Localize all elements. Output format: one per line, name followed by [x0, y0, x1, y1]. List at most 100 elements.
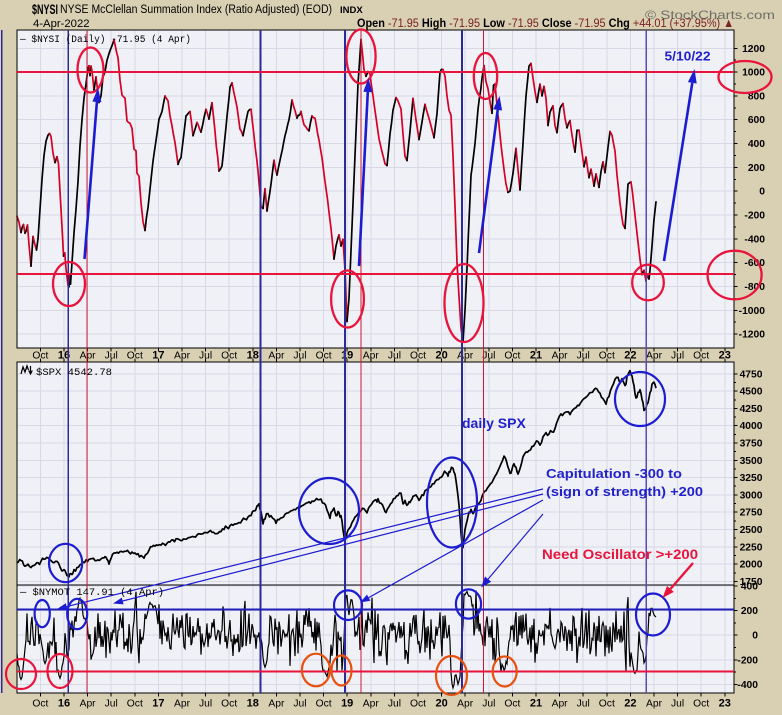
svg-text:-400: -400	[737, 680, 758, 691]
svg-text:— $NYMOT 147.91 (4 Apr): — $NYMOT 147.91 (4 Apr)	[19, 587, 164, 599]
svg-text:Jul: Jul	[199, 351, 212, 362]
svg-text:4500: 4500	[740, 387, 763, 398]
svg-text:Oct: Oct	[504, 351, 520, 362]
svg-text:Apr: Apr	[268, 351, 285, 362]
svg-text:3500: 3500	[740, 456, 763, 467]
svg-text:Apr: Apr	[552, 351, 569, 362]
svg-text:Apr: Apr	[646, 351, 663, 362]
svg-text:1000: 1000	[742, 68, 765, 79]
svg-text:Apr: Apr	[457, 351, 474, 362]
svg-text:0: 0	[752, 631, 758, 642]
svg-text:18: 18	[247, 698, 259, 710]
svg-text:(sign of strength) +200: (sign of strength) +200	[546, 484, 703, 499]
svg-text:Oct: Oct	[693, 351, 709, 362]
svg-text:Jul: Jul	[105, 351, 118, 362]
svg-text:Oct: Oct	[221, 699, 237, 710]
svg-text:600: 600	[748, 115, 765, 126]
svg-text:© StockCharts.com: © StockCharts.com	[645, 8, 775, 22]
svg-text:20: 20	[435, 698, 447, 710]
svg-text:23: 23	[719, 350, 731, 362]
svg-text:INDX: INDX	[340, 5, 363, 16]
svg-text:Oct: Oct	[504, 699, 520, 710]
svg-text:-600: -600	[744, 258, 765, 269]
svg-text:16: 16	[58, 350, 70, 362]
svg-text:Oct: Oct	[599, 351, 615, 362]
svg-text:Oct: Oct	[316, 351, 332, 362]
svg-text:Jul: Jul	[482, 351, 495, 362]
svg-text:23: 23	[719, 698, 731, 710]
svg-text:Apr: Apr	[80, 351, 97, 362]
svg-text:Oct: Oct	[32, 699, 48, 710]
svg-text:0: 0	[759, 187, 765, 198]
svg-text:Jul: Jul	[388, 351, 401, 362]
svg-text:Apr: Apr	[80, 699, 97, 710]
svg-text:— $NYSI (Daily) -71.95 (4 Apr): — $NYSI (Daily) -71.95 (4 Apr)	[19, 34, 191, 46]
svg-text:3750: 3750	[740, 439, 763, 450]
svg-text:4-Apr-2022: 4-Apr-2022	[33, 18, 90, 30]
svg-text:21: 21	[530, 698, 542, 710]
svg-text:2000: 2000	[740, 560, 763, 571]
svg-text:400: 400	[748, 139, 765, 150]
svg-text:Oct: Oct	[410, 699, 426, 710]
svg-text:16: 16	[58, 698, 70, 710]
svg-text:3250: 3250	[740, 473, 763, 484]
svg-text:Oct: Oct	[127, 351, 143, 362]
svg-text:Oct: Oct	[221, 351, 237, 362]
svg-text:22: 22	[624, 698, 636, 710]
svg-text:19: 19	[341, 350, 353, 362]
svg-text:Oct: Oct	[599, 699, 615, 710]
svg-text:22: 22	[624, 350, 636, 362]
svg-text:21: 21	[530, 350, 542, 362]
svg-text:2500: 2500	[740, 525, 763, 536]
svg-text:Jul: Jul	[577, 699, 590, 710]
svg-text:-200: -200	[737, 655, 758, 666]
svg-text:Apr: Apr	[646, 699, 663, 710]
svg-text:-1000: -1000	[739, 306, 766, 317]
svg-text:Apr: Apr	[363, 699, 380, 710]
svg-text:Oct: Oct	[32, 351, 48, 362]
svg-text:NYSE McClellan Summation Index: NYSE McClellan Summation Index (Ratio Ad…	[60, 2, 332, 16]
svg-text:3000: 3000	[740, 490, 763, 501]
svg-text:Apr: Apr	[457, 699, 474, 710]
svg-text:2250: 2250	[740, 542, 763, 553]
svg-text:200: 200	[741, 606, 758, 617]
svg-text:Jul: Jul	[671, 351, 684, 362]
svg-text:18: 18	[247, 350, 259, 362]
svg-text:2750: 2750	[740, 508, 763, 519]
svg-text:Jul: Jul	[577, 351, 590, 362]
svg-text:Open -71.95 High -71.95 Low -7: Open -71.95 High -71.95 Low -71.95 Close…	[357, 16, 734, 30]
svg-text:1200: 1200	[742, 44, 765, 55]
svg-text:Oct: Oct	[316, 699, 332, 710]
svg-text:17: 17	[152, 698, 164, 710]
svg-text:daily SPX: daily SPX	[462, 415, 526, 431]
svg-text:1750: 1750	[740, 577, 763, 588]
svg-text:$NYSI: $NYSI	[32, 1, 58, 17]
svg-text:20: 20	[435, 350, 447, 362]
svg-text:Capitulation -300 to: Capitulation -300 to	[546, 466, 682, 481]
svg-text:-800: -800	[744, 282, 765, 293]
svg-text:4000: 4000	[740, 421, 763, 432]
svg-text:Jul: Jul	[482, 699, 495, 710]
svg-text:Jul: Jul	[293, 699, 306, 710]
svg-text:19: 19	[341, 698, 353, 710]
svg-text:400: 400	[741, 582, 758, 593]
svg-text:Jul: Jul	[105, 699, 118, 710]
svg-text:Jul: Jul	[388, 699, 401, 710]
svg-text:Apr: Apr	[552, 699, 569, 710]
svg-text:$SPX 4542.78: $SPX 4542.78	[36, 367, 112, 379]
svg-text:-1200: -1200	[739, 330, 766, 341]
svg-text:Oct: Oct	[693, 699, 709, 710]
svg-text:Oct: Oct	[410, 351, 426, 362]
svg-text:Jul: Jul	[199, 699, 212, 710]
svg-text:-400: -400	[744, 234, 765, 245]
svg-text:Apr: Apr	[174, 351, 191, 362]
svg-text:Apr: Apr	[268, 699, 285, 710]
svg-text:Oct: Oct	[127, 699, 143, 710]
svg-text:-200: -200	[744, 211, 765, 222]
svg-text:Jul: Jul	[293, 351, 306, 362]
svg-text:Jul: Jul	[671, 699, 684, 710]
svg-text:Apr: Apr	[174, 699, 191, 710]
svg-text:17: 17	[152, 350, 164, 362]
svg-text:5/10/22: 5/10/22	[665, 49, 711, 64]
svg-text:800: 800	[748, 91, 765, 102]
